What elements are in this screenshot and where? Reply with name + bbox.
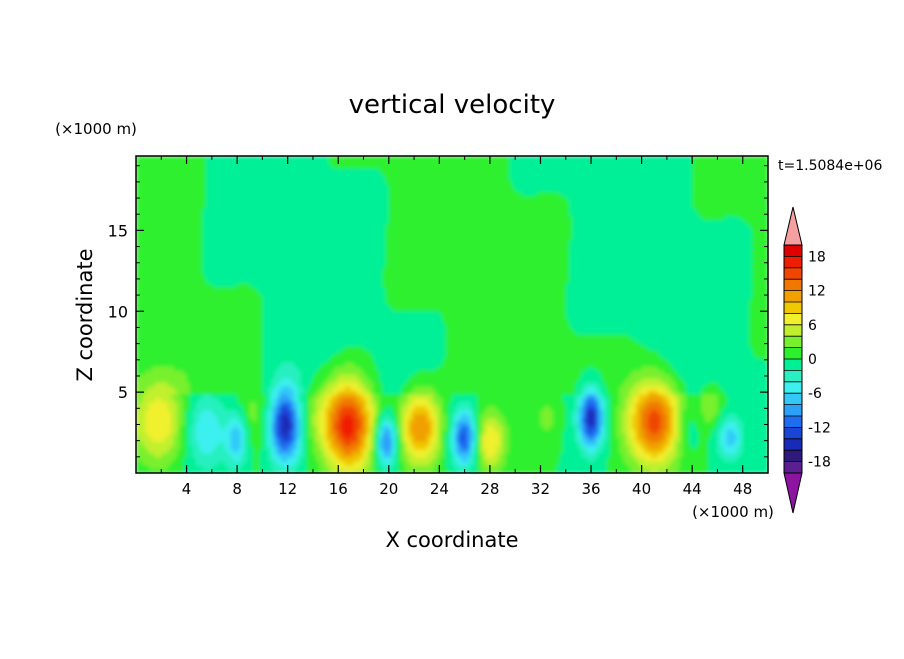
colorbar-swatch [784, 359, 802, 371]
colorbar-swatch [784, 370, 802, 382]
x-axis-label: X coordinate [385, 528, 518, 552]
x-tick-label: 28 [480, 480, 499, 498]
colorbar-swatch [784, 302, 802, 314]
x-tick-label: 12 [278, 480, 297, 498]
colorbar-swatch [784, 416, 802, 428]
field-cells [136, 156, 769, 474]
x-tick-label: 8 [232, 480, 242, 498]
x-tick-label: 4 [182, 480, 192, 498]
x-tick-label: 36 [581, 480, 600, 498]
colorbar-tick-label: -6 [808, 386, 822, 402]
colorbar-swatch [784, 405, 802, 417]
y-tick-label: 5 [118, 383, 128, 402]
colorbar-tick-label: 0 [808, 352, 817, 368]
x-tick-label: 48 [733, 480, 752, 498]
x-tick-label: 44 [683, 480, 702, 498]
colorbar-swatch [784, 439, 802, 451]
colorbar-swatch [784, 325, 802, 337]
colorbar-swatch [784, 450, 802, 462]
colorbar-swatch [784, 279, 802, 291]
y-tick-label: 10 [108, 302, 128, 321]
time-label: t=1.5084e+06 [778, 158, 882, 174]
colorbar-extend-high [784, 207, 802, 245]
colorbar-extend-low [784, 473, 802, 513]
colorbar-swatch [784, 336, 802, 348]
colorbar-swatch [784, 268, 802, 280]
x-unit-label: (×1000 m) [692, 503, 774, 521]
colorbar-swatch [784, 382, 802, 394]
chart-title: vertical velocity [349, 90, 556, 120]
colorbar-swatch [784, 348, 802, 360]
colorbar-tick-label: 6 [808, 318, 817, 334]
x-tick-label: 24 [430, 480, 449, 498]
y-axis-label: Z coordinate [73, 248, 97, 381]
x-tick-label: 16 [329, 480, 348, 498]
colorbar-tick-label: 12 [808, 284, 826, 300]
x-tick-label: 40 [632, 480, 651, 498]
colorbar-swatch [784, 291, 802, 303]
y-unit-label: (×1000 m) [55, 120, 137, 138]
colorbar-swatch [784, 313, 802, 325]
colorbar-swatch [784, 462, 802, 474]
colorbar-swatch [784, 245, 802, 257]
y-tick-label: 15 [108, 221, 128, 240]
x-tick-label: 20 [379, 480, 398, 498]
colorbar-swatch [784, 256, 802, 268]
colorbar-swatch [784, 427, 802, 439]
colorbar-swatch [784, 393, 802, 405]
contour-field [136, 156, 769, 474]
colorbar-tick-label: -12 [808, 420, 831, 436]
colorbar-tick-label: -18 [808, 455, 831, 471]
colorbar: 18 12 6 0 -6 -12 -18 [784, 207, 831, 513]
colorbar-tick-label: 18 [808, 249, 826, 265]
x-tick-label: 32 [531, 480, 550, 498]
